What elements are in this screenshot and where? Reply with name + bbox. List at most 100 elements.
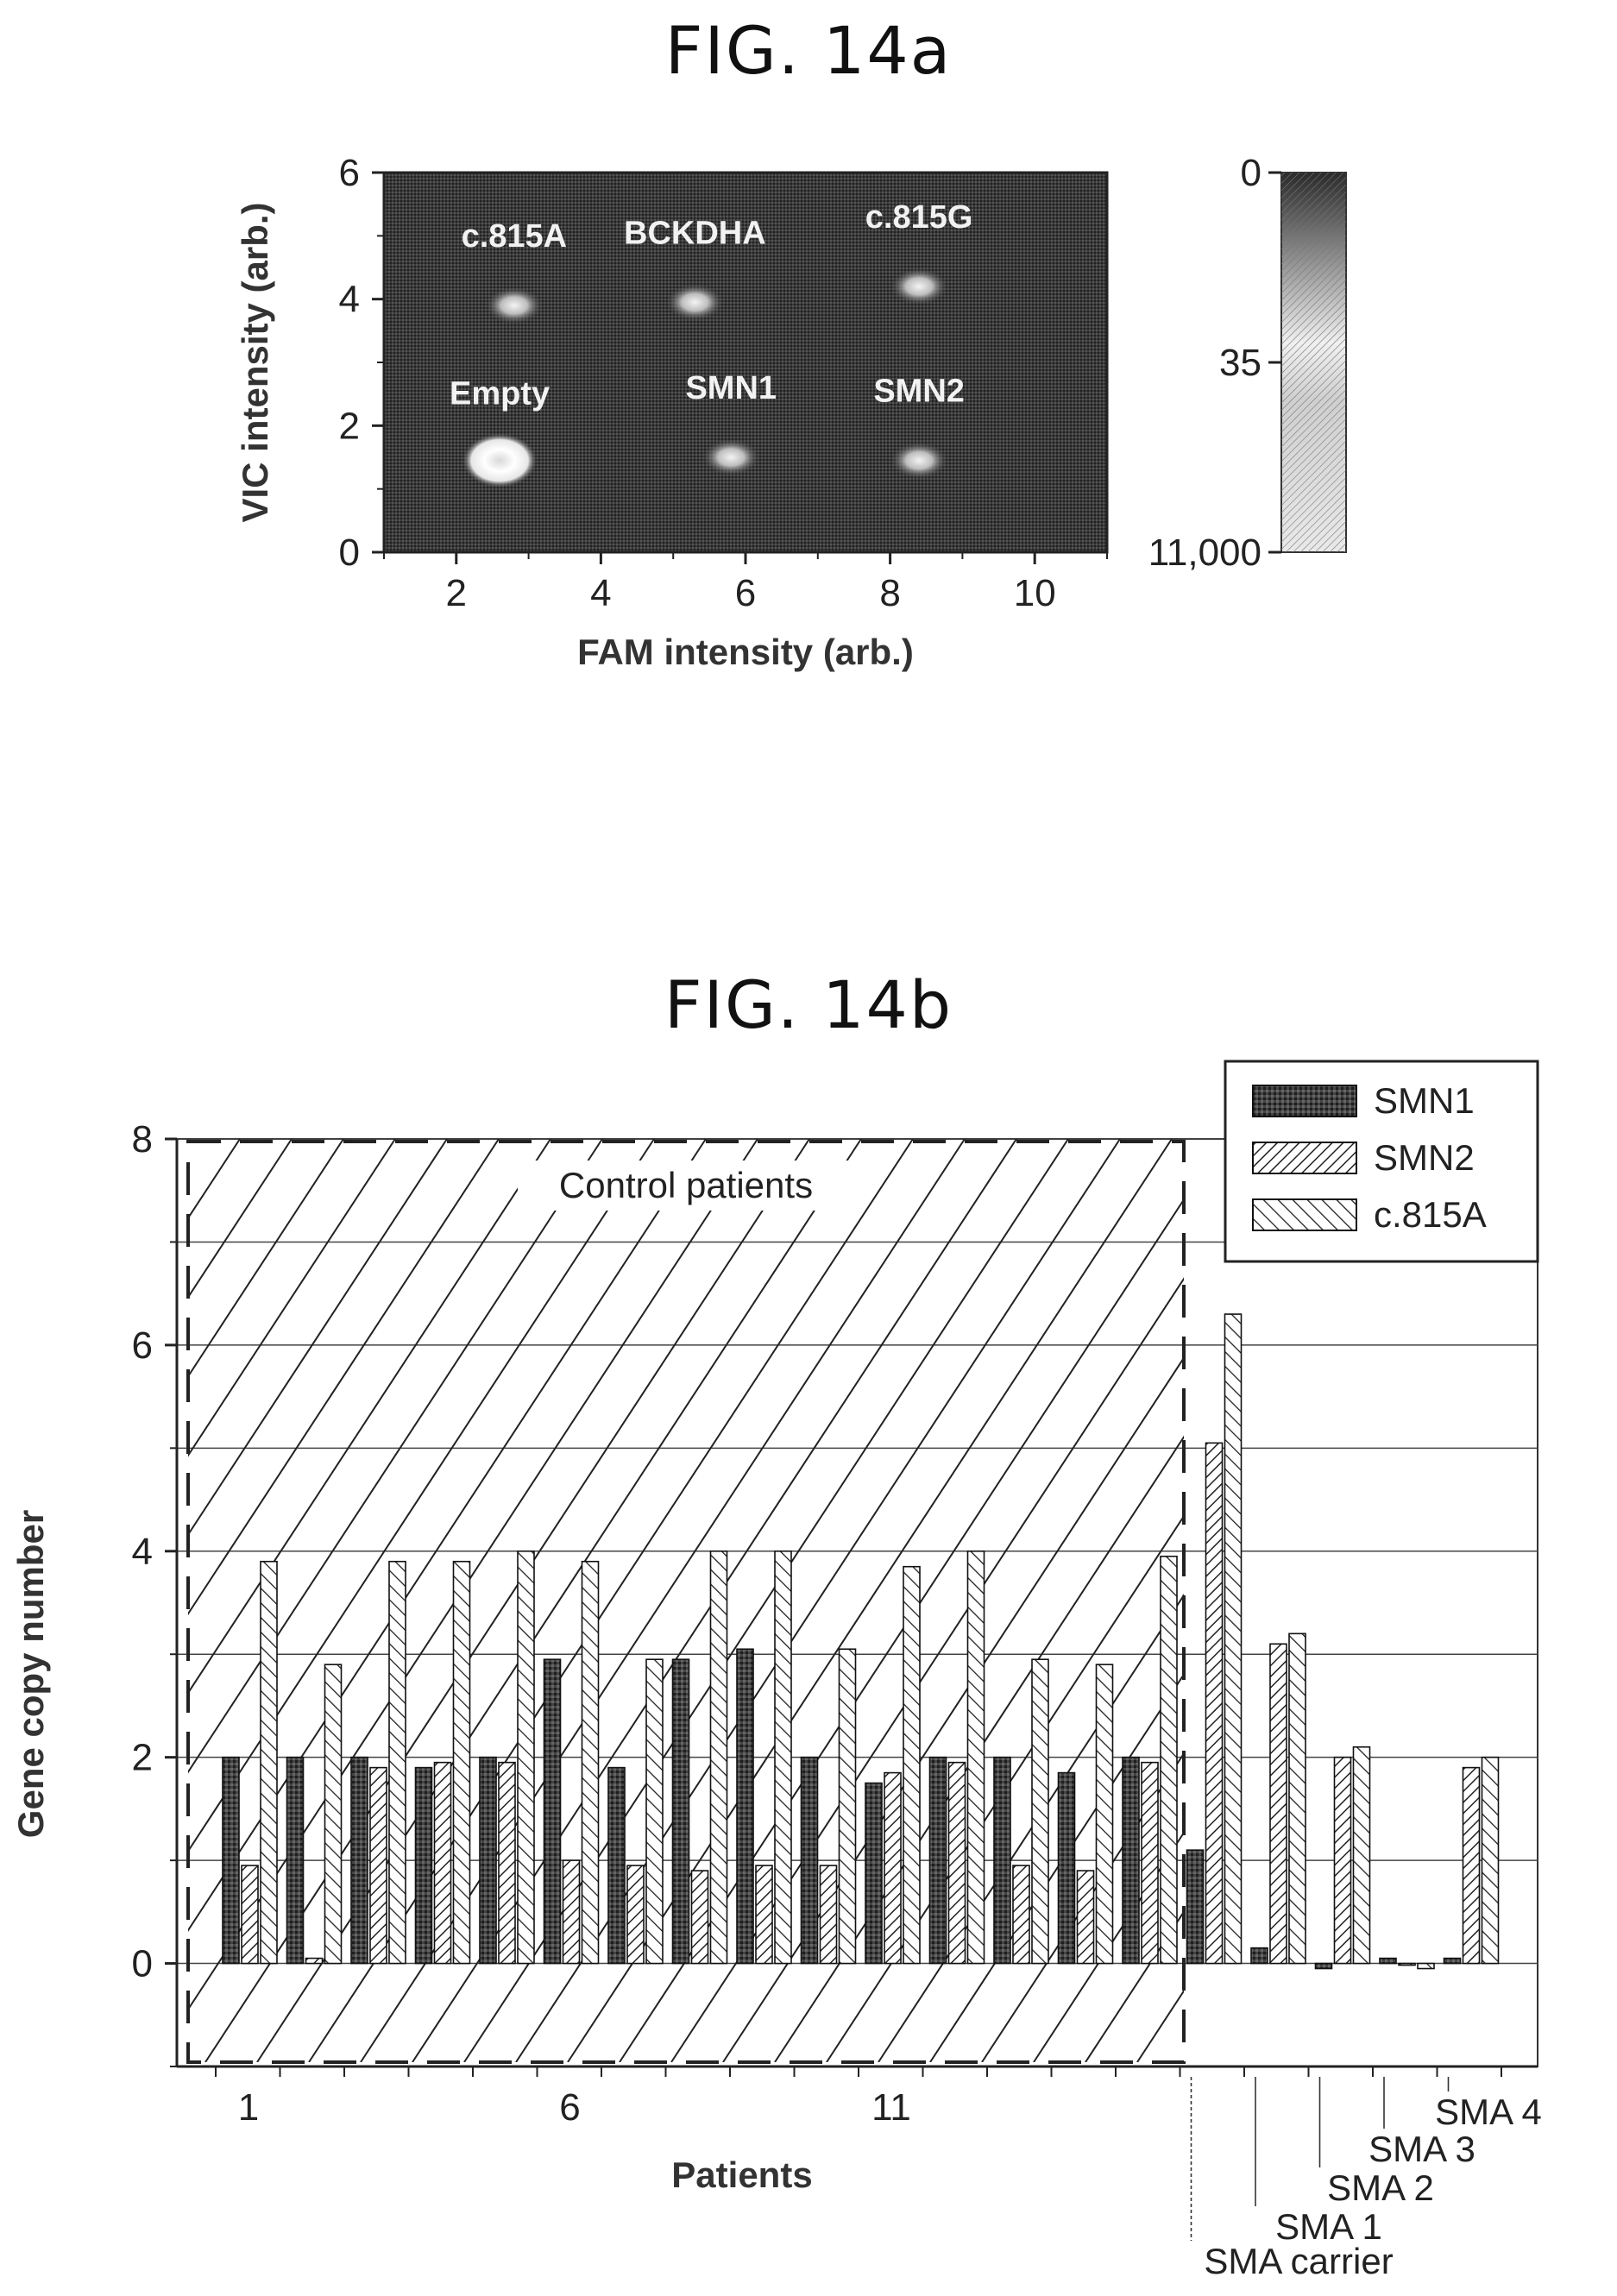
bar-smn2-19 <box>1398 1962 1416 1966</box>
bar-c815a-8 <box>709 1550 728 1965</box>
bar-smn2-11 <box>884 1771 902 1965</box>
bar-smn1-16 <box>1186 1849 1205 1965</box>
bar-c815a-9 <box>774 1550 792 1965</box>
patient-tick-label: 1 <box>238 2086 259 2129</box>
fig-14a-heatmap: c.815A BCKDHA c.815G Empty SMN1 SMN2 2 4 6 8 10 0 2… <box>235 152 1347 672</box>
bar-smn2-6 <box>562 1859 581 1965</box>
bar-c815a-20 <box>1481 1756 1500 1965</box>
control-region-border <box>186 1140 1186 2064</box>
cluster-label: SMN1 <box>685 370 777 406</box>
fig-14b-x-label: Patients <box>671 2154 812 2195</box>
legend: SMN1 SMN2 c.815A <box>1224 1060 1539 1263</box>
cluster-label: BCKDHA <box>624 215 766 251</box>
bar-smn2-10 <box>819 1865 838 1965</box>
bar-c815a-3 <box>388 1560 406 1965</box>
sma-label: SMA 4 <box>1435 2092 1542 2132</box>
cluster-spot-bckdha <box>665 283 725 322</box>
sma-label: SMA 2 <box>1327 2167 1434 2208</box>
bar-smn1-13 <box>993 1756 1011 1965</box>
bar-smn2-7 <box>626 1865 645 1965</box>
colorbar-tick-label: 11,000 <box>1148 532 1262 574</box>
legend-swatch <box>1252 1198 1357 1231</box>
heatmap-plot-area <box>382 171 1109 554</box>
bar-smn2-15 <box>1141 1761 1159 1965</box>
bar-smn2-18 <box>1333 1756 1352 1965</box>
patient-tick-label: 6 <box>559 2086 580 2129</box>
y-tick-label: 0 <box>339 532 360 574</box>
bar-c815a-13 <box>1031 1658 1049 1965</box>
y-tick-label: 6 <box>132 1324 153 1367</box>
bar-smn2-8 <box>690 1870 709 1965</box>
hatch-line <box>929 1672 1184 2062</box>
hatch-line <box>204 1139 810 2062</box>
y-tick-label: 6 <box>339 152 360 194</box>
cluster-spot-c-815a <box>484 286 544 324</box>
hatch-line <box>188 1139 500 1616</box>
bar-smn2-5 <box>498 1761 516 1965</box>
hatch-line <box>308 1139 914 2062</box>
y-tick-label: 2 <box>339 405 360 447</box>
bar-c815a-6 <box>581 1560 600 1965</box>
bar-smn1-11 <box>865 1782 883 1965</box>
legend-swatch <box>1252 1085 1357 1117</box>
y-tick-label: 2 <box>132 1737 153 1779</box>
x-tick-label: 10 <box>1014 572 1056 614</box>
bar-smn2-20 <box>1462 1766 1481 1965</box>
bar-c815a-2 <box>324 1664 343 1965</box>
colorbar-tick-label: 35 <box>1219 342 1262 384</box>
bar-c815a-11 <box>903 1565 921 1965</box>
bar-c815a-5 <box>517 1550 535 1965</box>
control-label-backing <box>518 1161 854 1211</box>
bar-smn1-7 <box>607 1766 626 1965</box>
bar-c815a-10 <box>838 1648 857 1965</box>
bar-smn2-1 <box>241 1865 259 1965</box>
bar-smn1-3 <box>350 1756 368 1965</box>
x-tick-label: 6 <box>735 572 756 614</box>
bar-smn1-8 <box>671 1658 690 1965</box>
bar-smn2-12 <box>947 1761 966 1965</box>
cluster-label: c.815G <box>865 199 973 236</box>
bar-c815a-7 <box>645 1658 664 1965</box>
cluster-label: c.815A <box>462 218 568 255</box>
x-tick-label: 8 <box>879 572 900 614</box>
bar-smn1-19 <box>1379 1957 1397 1965</box>
y-tick-label: 4 <box>132 1531 153 1573</box>
fig-14a-x-label: FAM intensity (arb.) <box>577 632 914 672</box>
bar-smn2-16 <box>1205 1442 1224 1965</box>
legend-label: c.815A <box>1374 1194 1487 1235</box>
bar-c815a-14 <box>1095 1664 1114 1965</box>
bar-smn1-2 <box>286 1756 305 1965</box>
bar-smn2-3 <box>369 1766 387 1965</box>
cluster-spot-empty <box>462 432 538 488</box>
bar-smn2-9 <box>755 1865 773 1965</box>
x-tick-label: 2 <box>446 572 467 614</box>
hatch-line <box>188 1139 293 1299</box>
bar-smn1-1 <box>222 1756 240 1965</box>
y-tick-label: 0 <box>132 1943 153 1985</box>
bar-c815a-4 <box>452 1560 471 1965</box>
control-patients-label: Control patients <box>559 1165 813 1205</box>
bar-smn1-6 <box>543 1658 562 1965</box>
cluster-label: SMN2 <box>873 374 965 410</box>
y-tick-label: 4 <box>339 279 360 321</box>
bar-smn1-17 <box>1250 1947 1268 1965</box>
bar-smn2-14 <box>1076 1870 1095 1965</box>
bar-smn2-13 <box>1012 1865 1030 1965</box>
legend-swatch <box>1252 1142 1357 1174</box>
bar-smn2-2 <box>305 1957 324 1965</box>
legend-label: SMN1 <box>1374 1080 1475 1121</box>
colorbar-tick-label: 0 <box>1241 152 1262 194</box>
bar-smn1-5 <box>479 1756 497 1965</box>
cluster-spot-c-815g <box>890 267 949 305</box>
hatch-line <box>567 1139 1173 2062</box>
bar-smn1-9 <box>736 1648 754 1965</box>
x-tick-label: 4 <box>590 572 611 614</box>
bar-c815a-17 <box>1288 1632 1306 1965</box>
bar-smn1-14 <box>1057 1771 1076 1965</box>
hatch-line <box>188 1139 448 1537</box>
cluster-spot-smn2 <box>890 441 949 480</box>
bar-c815a-1 <box>260 1560 278 1965</box>
hatch-line <box>188 1139 551 1695</box>
bar-smn1-4 <box>414 1766 433 1965</box>
